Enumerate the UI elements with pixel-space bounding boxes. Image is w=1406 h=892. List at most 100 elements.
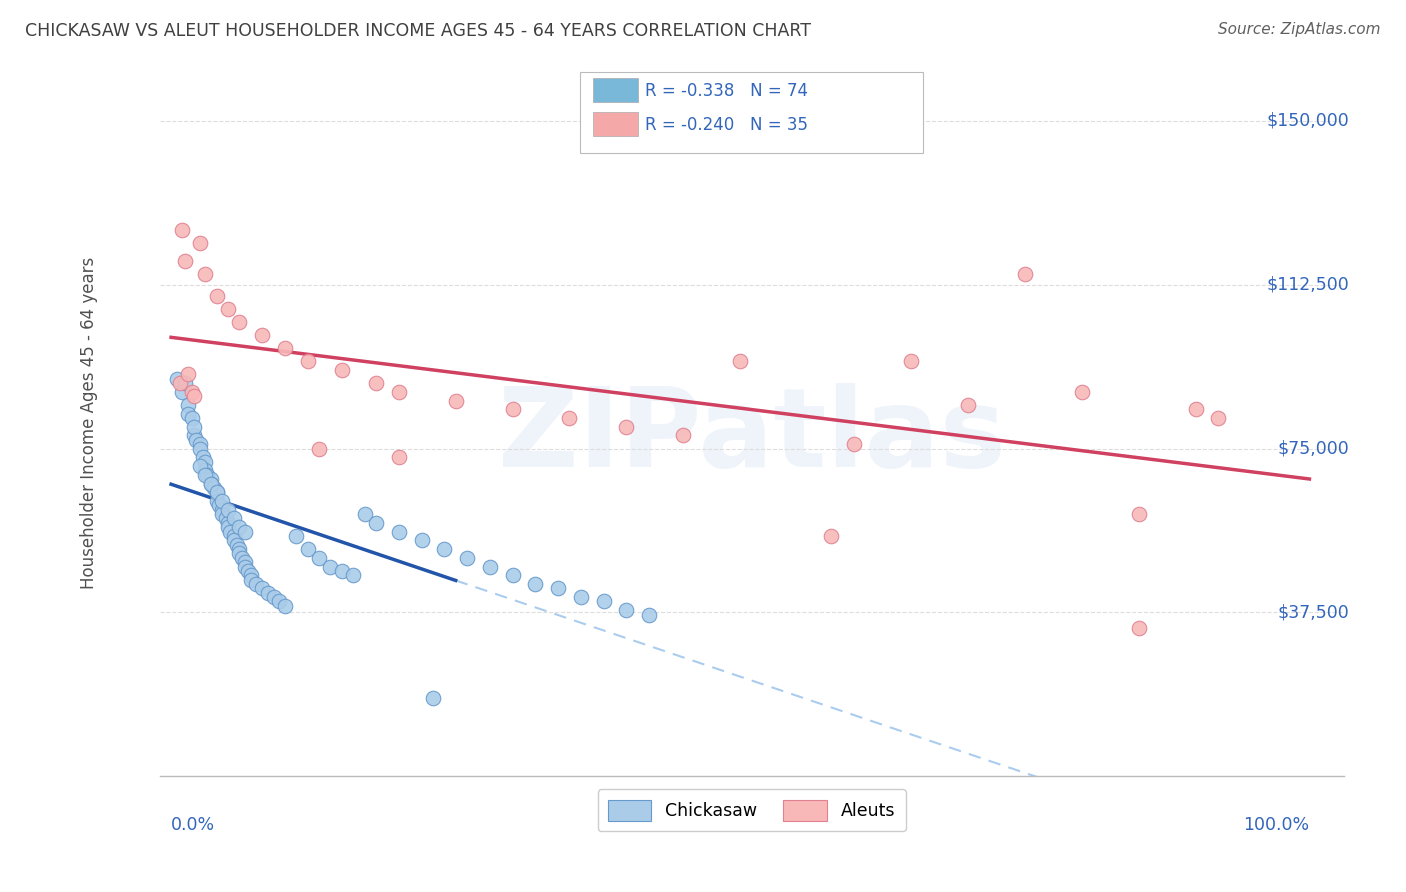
Point	[269, 594, 291, 608]
Point	[177, 407, 200, 421]
Point	[228, 315, 250, 329]
Point	[188, 458, 211, 473]
Point	[205, 485, 228, 500]
Text: ZIPatlas: ZIPatlas	[498, 383, 1005, 490]
Point	[411, 533, 433, 548]
Text: 100.0%: 100.0%	[1243, 815, 1309, 833]
Text: 0.0%: 0.0%	[172, 815, 215, 833]
Point	[180, 411, 202, 425]
Point	[183, 428, 205, 442]
Point	[842, 437, 865, 451]
Point	[239, 568, 262, 582]
Point	[547, 582, 569, 596]
Point	[200, 476, 222, 491]
Point	[173, 253, 195, 268]
Point	[1128, 621, 1150, 635]
Point	[388, 384, 411, 399]
Point	[285, 529, 308, 543]
Point	[202, 481, 225, 495]
Point	[188, 442, 211, 456]
Point	[502, 402, 524, 417]
Point	[592, 594, 614, 608]
Point	[219, 524, 242, 539]
Point	[200, 472, 222, 486]
Point	[263, 590, 285, 604]
Point	[1184, 402, 1206, 417]
Point	[250, 328, 273, 343]
Point	[342, 568, 364, 582]
Point	[188, 437, 211, 451]
Point	[222, 533, 245, 548]
Point	[1070, 384, 1092, 399]
Point	[558, 411, 581, 425]
Point	[330, 363, 353, 377]
Point	[274, 599, 297, 613]
Point	[222, 529, 245, 543]
Point	[239, 573, 262, 587]
Point	[233, 524, 256, 539]
Point	[238, 564, 260, 578]
Point	[256, 586, 278, 600]
Text: CHICKASAW VS ALEUT HOUSEHOLDER INCOME AGES 45 - 64 YEARS CORRELATION CHART: CHICKASAW VS ALEUT HOUSEHOLDER INCOME AG…	[25, 22, 811, 40]
Point	[308, 550, 330, 565]
Point	[364, 376, 387, 390]
FancyBboxPatch shape	[593, 78, 638, 103]
Point	[166, 372, 188, 386]
Point	[616, 603, 638, 617]
Point	[308, 442, 330, 456]
Point	[330, 564, 353, 578]
Point	[274, 341, 297, 355]
Point	[205, 288, 228, 302]
Text: R = -0.338   N = 74: R = -0.338 N = 74	[645, 82, 808, 100]
Point	[388, 524, 411, 539]
Point	[194, 463, 217, 477]
Point	[217, 301, 239, 316]
Point	[820, 529, 842, 543]
Point	[228, 520, 250, 534]
FancyBboxPatch shape	[593, 112, 638, 136]
Point	[728, 354, 751, 368]
Point	[569, 590, 592, 604]
Point	[422, 690, 444, 705]
Point	[194, 267, 217, 281]
Point	[217, 520, 239, 534]
Point	[200, 476, 222, 491]
Point	[233, 559, 256, 574]
Point	[172, 223, 194, 237]
Point	[172, 384, 194, 399]
Point	[180, 384, 202, 399]
Point	[478, 559, 501, 574]
Point	[197, 467, 219, 482]
Point	[228, 542, 250, 557]
Point	[211, 507, 233, 521]
Point	[319, 559, 342, 574]
Point	[215, 511, 238, 525]
Point	[1208, 411, 1230, 425]
Point	[191, 450, 214, 465]
Point	[1014, 267, 1036, 281]
Point	[217, 502, 239, 516]
Text: $112,500: $112,500	[1267, 276, 1350, 293]
Text: R = -0.240   N = 35: R = -0.240 N = 35	[645, 116, 808, 134]
Point	[173, 376, 195, 390]
Point	[208, 499, 231, 513]
Point	[900, 354, 922, 368]
Point	[433, 542, 456, 557]
Point	[364, 516, 387, 530]
Point	[194, 467, 217, 482]
Point	[222, 511, 245, 525]
Point	[297, 542, 319, 557]
Point	[177, 368, 200, 382]
Point	[183, 389, 205, 403]
Point	[245, 577, 267, 591]
Point	[205, 485, 228, 500]
Point	[169, 376, 191, 390]
Point	[638, 607, 661, 622]
Point	[226, 538, 249, 552]
Point	[502, 568, 524, 582]
Point	[184, 433, 207, 447]
Point	[233, 555, 256, 569]
Point	[231, 550, 253, 565]
FancyBboxPatch shape	[579, 72, 924, 153]
Point	[211, 502, 233, 516]
